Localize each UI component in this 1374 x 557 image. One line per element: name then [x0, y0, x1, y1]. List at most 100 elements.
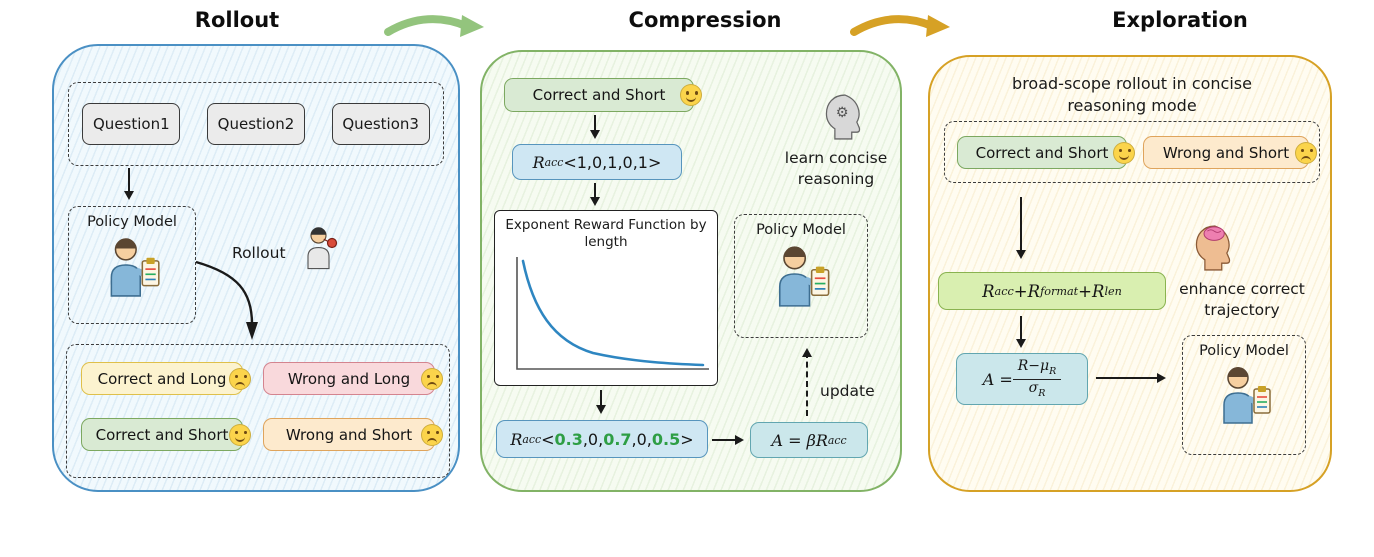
format-subscript: format	[1040, 284, 1079, 298]
r-symbol: R	[815, 430, 828, 450]
numerator-subscript: R	[1049, 366, 1057, 378]
vector-sep: ,0,	[631, 429, 652, 449]
question-3-label: Question3	[342, 115, 419, 133]
down-arrow-icon	[1015, 197, 1026, 259]
policy-to-results-arrow-icon	[195, 260, 258, 340]
head-with-brain-icon	[1195, 225, 1231, 271]
question-1-label: Question1	[93, 115, 170, 133]
exploration-rollout-box: Correct and Short Wrong and Short	[944, 121, 1320, 183]
reward-value-3: 0.5	[651, 429, 681, 449]
vector-close: >	[680, 429, 694, 449]
stage-title-exploration: Exploration	[1112, 8, 1248, 32]
policy-model-label: Policy Model	[1199, 343, 1289, 359]
correct-short-label: Correct and Short	[532, 86, 666, 104]
referee-icon	[307, 227, 338, 270]
policy-model-box: Policy Model	[1182, 335, 1306, 455]
reward-value-2: 0.7	[603, 429, 632, 449]
policy-model-illustration	[778, 246, 830, 307]
svg-text:⚙: ⚙	[836, 105, 849, 121]
result-pill-correct-short: Correct and Short	[81, 418, 251, 451]
exploration-subtitle: broad-scope rollout in concise reasoning…	[1012, 74, 1252, 115]
plus-sign: +	[1013, 281, 1028, 301]
r-symbol: R	[1092, 281, 1105, 301]
fraction: R−μR σR	[1012, 358, 1062, 399]
pill-wrong-short: Wrong and Short	[1143, 136, 1317, 169]
question-box-3: Question3	[331, 103, 430, 145]
learn-concise-caption: learn concise reasoning	[784, 149, 888, 188]
len-subscript: len	[1104, 284, 1122, 298]
questions-group-box: Question1 Question2 Question3	[68, 82, 444, 166]
r-symbol: R	[982, 281, 995, 301]
correct-short-label: Correct and Short	[975, 143, 1109, 162]
vector-sep: ,0,	[582, 429, 604, 449]
binary-vector-values: <1,0,1,0,1>	[563, 152, 662, 172]
down-arrow-icon	[1015, 316, 1026, 348]
result-pill-wrong-long: Wrong and Long	[263, 362, 443, 395]
result-pill-correct-long: Correct and Long	[81, 362, 251, 395]
compression-to-exploration-arrow-icon	[850, 15, 950, 37]
plus-sign: +	[1078, 281, 1092, 301]
sad-face-icon	[1295, 141, 1317, 164]
down-arrow-icon	[595, 390, 606, 414]
right-arrow-icon	[1096, 372, 1166, 383]
update-label: update	[820, 382, 875, 400]
vector-open: <	[541, 429, 555, 449]
normalized-advantage-pill: A = R−μR σR	[956, 353, 1088, 405]
wrong-short-label: Wrong and Short	[1162, 143, 1290, 162]
sad-face-icon	[421, 367, 443, 390]
numerator: R−μ	[1017, 358, 1050, 375]
policy-model-label: Policy Model	[756, 222, 846, 238]
acc-subscript: acc	[827, 433, 847, 447]
happy-face-icon	[229, 423, 251, 446]
rollout-results-box: Correct and Long Wrong and Long Correct …	[66, 344, 450, 478]
denominator: σ	[1028, 379, 1039, 396]
acc-subscript: acc	[544, 155, 564, 169]
rollout-panel: Question1 Question2 Question3 Policy Mod…	[52, 44, 460, 492]
stage-title-rollout: Rollout	[194, 8, 280, 32]
correct-long-label: Correct and Long	[97, 369, 227, 388]
advantage-lhs: A = β	[771, 430, 816, 450]
exponential-decay-curve	[516, 256, 709, 370]
result-pill-wrong-short: Wrong and Short	[263, 418, 443, 451]
rollout-arrow-label: Rollout	[232, 244, 286, 262]
question-2-label: Question2	[217, 115, 295, 133]
questions-to-policy-arrow-icon	[123, 168, 134, 200]
policy-model-illustration	[110, 238, 160, 297]
right-arrow-icon	[712, 434, 744, 445]
policy-model-illustration	[1223, 367, 1271, 424]
happy-face-icon	[1113, 141, 1135, 164]
r-symbol: R	[532, 152, 545, 172]
update-arrow-icon	[802, 348, 812, 416]
acc-subscript: acc	[994, 284, 1014, 298]
r-symbol: R	[1027, 281, 1041, 301]
question-box-1: Question1	[82, 103, 181, 145]
advantage-lhs: A =	[982, 369, 1013, 389]
wrong-short-label: Wrong and Short	[285, 425, 413, 444]
enhance-trajectory-caption: enhance correct trajectory	[1179, 280, 1305, 319]
wrong-long-label: Wrong and Long	[287, 369, 411, 388]
sad-face-icon	[421, 423, 443, 446]
question-box-2: Question2	[206, 103, 305, 145]
happy-face-icon	[680, 84, 702, 106]
down-arrow-icon	[589, 115, 600, 139]
rollout-to-compression-arrow-icon	[384, 15, 484, 37]
policy-model-box: Policy Model	[734, 214, 868, 338]
correct-short-label: Correct and Short	[95, 425, 229, 444]
reward-function-chart: Exponent Reward Function by length	[494, 210, 718, 386]
reward-value-1: 0.3	[554, 429, 583, 449]
policy-model-box: Policy Model	[68, 206, 196, 324]
r-symbol: R	[510, 429, 523, 449]
pill-correct-short: Correct and Short	[957, 136, 1135, 169]
down-arrow-icon	[589, 183, 600, 206]
thinking-head-icon: ⚙	[825, 94, 861, 140]
input-pill-correct-short: Correct and Short	[504, 78, 702, 112]
exploration-panel: broad-scope rollout in concise reasoning…	[928, 55, 1332, 492]
sad-face-icon	[229, 367, 251, 390]
policy-model-label: Policy Model	[87, 214, 177, 230]
acc-subscript: acc	[522, 432, 542, 446]
